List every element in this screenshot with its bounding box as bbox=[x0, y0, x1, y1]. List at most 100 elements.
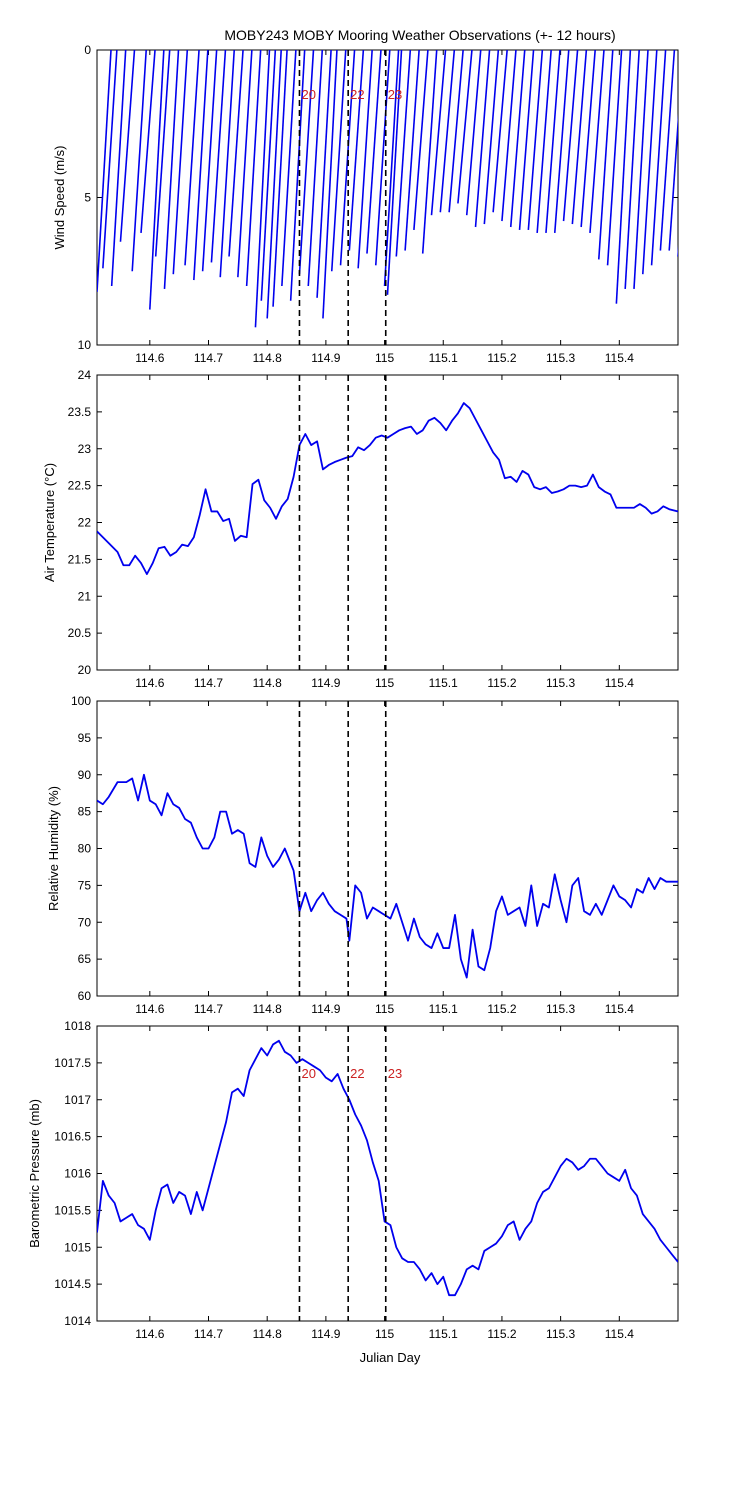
axes-frame bbox=[96, 700, 679, 997]
y-tick-label: 90 bbox=[78, 768, 92, 782]
y-axis-label: Barometric Pressure (mb) bbox=[27, 1099, 42, 1248]
y-tick-label: 20.5 bbox=[68, 626, 92, 640]
wind-stick bbox=[228, 50, 244, 257]
wind-stick bbox=[201, 50, 218, 272]
y-axis-label: Relative Humidity (%) bbox=[46, 786, 61, 911]
x-tick-label: 115.3 bbox=[546, 676, 575, 690]
wind-stick bbox=[562, 50, 579, 222]
wind-stick bbox=[624, 50, 640, 289]
wind-stick bbox=[527, 50, 544, 231]
wind-stick bbox=[668, 112, 678, 251]
wind-stick bbox=[330, 50, 347, 272]
plot-area bbox=[97, 1039, 678, 1297]
x-tick-label: 114.7 bbox=[194, 1002, 223, 1016]
y-tick-label: 60 bbox=[78, 989, 92, 1003]
wind-stick bbox=[307, 50, 324, 287]
x-axis-label: Julian Day bbox=[360, 1350, 421, 1365]
x-tick-label: 115 bbox=[375, 1002, 394, 1016]
y-tick-label: 1015.5 bbox=[54, 1203, 91, 1217]
x-tick-label: 114.8 bbox=[253, 351, 282, 365]
y-tick-label: 1014 bbox=[64, 1314, 91, 1328]
wind-stick bbox=[131, 50, 148, 272]
x-tick-label: 115 bbox=[375, 1327, 394, 1341]
wind-stick bbox=[677, 244, 678, 257]
wind-stick bbox=[509, 50, 526, 228]
y-tick-label: 65 bbox=[78, 952, 92, 966]
y-tick-label: 22 bbox=[78, 516, 92, 530]
wind-stick bbox=[659, 50, 676, 251]
x-tick-label: 115.4 bbox=[605, 1002, 634, 1016]
wind-stick bbox=[163, 50, 180, 289]
chart-title: MOBY243 MOBY Mooring Weather Observation… bbox=[224, 27, 615, 43]
wind-stick bbox=[633, 50, 649, 289]
y-tick-label: 21 bbox=[78, 589, 92, 603]
wind-stick bbox=[404, 50, 420, 251]
wind-stick bbox=[571, 50, 588, 225]
wind-stick bbox=[339, 50, 356, 266]
marker-label: 20 bbox=[301, 87, 315, 102]
x-tick-label: 114.7 bbox=[194, 351, 223, 365]
wind-stick bbox=[298, 50, 315, 275]
x-tick-label: 115.2 bbox=[487, 676, 516, 690]
wind-stick bbox=[474, 50, 491, 228]
y-tick-label: 85 bbox=[78, 805, 92, 819]
wind-stick bbox=[193, 50, 209, 281]
marker-label: 22 bbox=[350, 1066, 364, 1081]
y-tick-label: 1016 bbox=[64, 1167, 91, 1181]
x-tick-label: 114.6 bbox=[135, 676, 164, 690]
wind-stick bbox=[615, 50, 632, 304]
wind-stick bbox=[430, 50, 447, 216]
wind-stick bbox=[149, 50, 165, 310]
x-tick-label: 115.4 bbox=[605, 1327, 634, 1341]
y-tick-label: 70 bbox=[78, 915, 92, 929]
wind-stick bbox=[374, 50, 391, 266]
y-tick-label: 1015 bbox=[64, 1240, 91, 1254]
y-tick-label: 1017 bbox=[64, 1093, 91, 1107]
x-tick-label: 115 bbox=[375, 351, 394, 365]
panel-3: 114.6 114.7 114.8 114.9 115 115.1 115.2 115.3 11… bbox=[46, 694, 679, 1016]
x-tick-label: 114.7 bbox=[194, 676, 223, 690]
y-tick-label: 0 bbox=[84, 43, 91, 57]
x-tick-label: 114.6 bbox=[135, 351, 164, 365]
wind-stick bbox=[395, 50, 412, 257]
x-tick-label: 115.3 bbox=[546, 1327, 575, 1341]
x-tick-label: 115.1 bbox=[429, 1002, 458, 1016]
y-tick-label: 100 bbox=[71, 694, 91, 708]
wind-stick bbox=[413, 50, 429, 231]
wind-stick bbox=[237, 50, 253, 278]
y-tick-label: 21.5 bbox=[68, 552, 92, 566]
wind-stick bbox=[650, 50, 667, 266]
x-tick-label: 114.9 bbox=[311, 1327, 340, 1341]
wind-stick bbox=[357, 50, 373, 269]
wind-stick bbox=[536, 50, 552, 233]
x-tick-label: 115.1 bbox=[429, 676, 458, 690]
wind-stick bbox=[184, 50, 200, 266]
y-tick-label: 1017.5 bbox=[54, 1056, 91, 1070]
x-tick-label: 114.7 bbox=[194, 1327, 223, 1341]
wind-stick bbox=[219, 50, 236, 278]
x-tick-label: 115.4 bbox=[605, 676, 634, 690]
x-tick-label: 114.8 bbox=[253, 1002, 282, 1016]
x-tick-label: 114.9 bbox=[311, 676, 340, 690]
wind-stick bbox=[140, 50, 156, 233]
x-tick-label: 115.2 bbox=[487, 1327, 516, 1341]
x-tick-label: 114.8 bbox=[253, 676, 282, 690]
x-tick-label: 115.1 bbox=[429, 351, 458, 365]
wind-stick bbox=[260, 50, 277, 301]
wind-stick bbox=[641, 50, 658, 275]
x-tick-label: 115.1 bbox=[429, 1327, 458, 1341]
x-tick-label: 115.3 bbox=[546, 1002, 575, 1016]
marker-label: 23 bbox=[388, 1066, 402, 1081]
y-tick-label: 23 bbox=[78, 442, 92, 456]
wind-stick bbox=[102, 50, 118, 269]
wind-stick bbox=[439, 50, 456, 213]
y-tick-label: 1016.5 bbox=[54, 1130, 91, 1144]
x-tick-label: 114.6 bbox=[135, 1002, 164, 1016]
wind-stick bbox=[501, 50, 517, 222]
y-tick-label: 22.5 bbox=[68, 479, 92, 493]
wind-stick bbox=[589, 50, 605, 233]
wind-stick bbox=[483, 50, 500, 225]
wind-stick bbox=[172, 50, 189, 275]
plot-area bbox=[97, 50, 678, 328]
panels: 114.6 114.7 114.8 114.9 115 115.1 115.2 115.3 11… bbox=[27, 43, 679, 1341]
